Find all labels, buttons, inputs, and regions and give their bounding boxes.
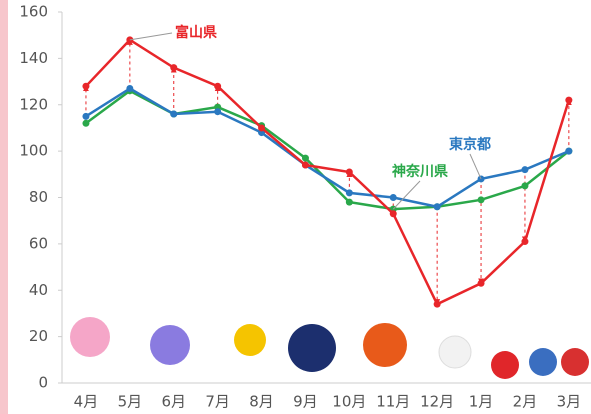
point — [565, 97, 572, 104]
y-tick-label: 80 — [29, 188, 48, 206]
point — [82, 83, 89, 90]
y-tick-label: 160 — [19, 3, 48, 21]
point — [478, 196, 485, 203]
point — [434, 203, 441, 210]
icon-maple — [363, 323, 407, 367]
point — [521, 182, 528, 189]
point — [214, 108, 221, 115]
x-tick-label: 2月 — [513, 393, 538, 411]
x-tick-label: 1月 — [469, 393, 494, 411]
page: {"chart_data":{"type":"line", "categorie… — [0, 0, 591, 414]
series-line — [86, 40, 569, 304]
leader — [393, 181, 420, 209]
series-label: 神奈川県 — [392, 163, 448, 180]
x-tick-label: 11月 — [376, 393, 410, 411]
leader — [130, 33, 172, 40]
x-tick-label: 6月 — [161, 393, 186, 411]
y-tick-label: 20 — [29, 327, 48, 345]
icon-hina2 — [561, 348, 589, 376]
x-tick-label: 9月 — [293, 393, 318, 411]
point — [390, 210, 397, 217]
point — [346, 199, 353, 206]
x-tick-label: 12月 — [420, 393, 454, 411]
point — [478, 280, 485, 287]
icon-hydrangea — [150, 325, 190, 365]
x-tick-label: 4月 — [74, 393, 99, 411]
point — [390, 194, 397, 201]
point — [258, 124, 265, 131]
x-tick-label: 5月 — [118, 393, 143, 411]
point — [82, 113, 89, 120]
leader — [470, 154, 481, 179]
x-tick-label: 7月 — [205, 393, 230, 411]
point — [565, 148, 572, 155]
y-tick-label: 0 — [38, 374, 48, 392]
point — [170, 111, 177, 118]
icon-sunflower — [234, 324, 266, 356]
y-tick-label: 120 — [19, 95, 48, 113]
point — [346, 168, 353, 175]
y-tick-label: 100 — [19, 142, 48, 160]
point — [302, 155, 309, 162]
series-label: 東京都 — [449, 136, 491, 153]
series-label: 富山県 — [175, 24, 217, 41]
icon-oni — [491, 351, 519, 379]
chart: 0 20 40 60 80 100 120 140 160 4月 5月 6月 7月 8月 9月 10月 11月 1… — [0, 0, 591, 414]
point — [170, 64, 177, 71]
y-tick-label: 40 — [29, 281, 48, 299]
point — [214, 83, 221, 90]
icon-moon — [288, 324, 336, 372]
x-tick-label: 8月 — [249, 393, 274, 411]
point — [126, 85, 133, 92]
point — [521, 238, 528, 245]
icons — [70, 317, 589, 379]
side-bar — [0, 0, 8, 414]
y-tick-label: 60 — [29, 234, 48, 252]
y-tick-label: 140 — [19, 49, 48, 67]
point — [82, 120, 89, 127]
series-line — [86, 91, 569, 209]
series-line — [86, 89, 569, 207]
x-tick-label: 3月 — [557, 393, 582, 411]
point — [302, 162, 309, 169]
x-tick-label: 10月 — [332, 393, 366, 411]
point — [434, 301, 441, 308]
icon-snowman — [439, 336, 471, 368]
icon-hina — [529, 348, 557, 376]
point — [521, 166, 528, 173]
point — [346, 189, 353, 196]
icon-sakura — [70, 317, 110, 357]
